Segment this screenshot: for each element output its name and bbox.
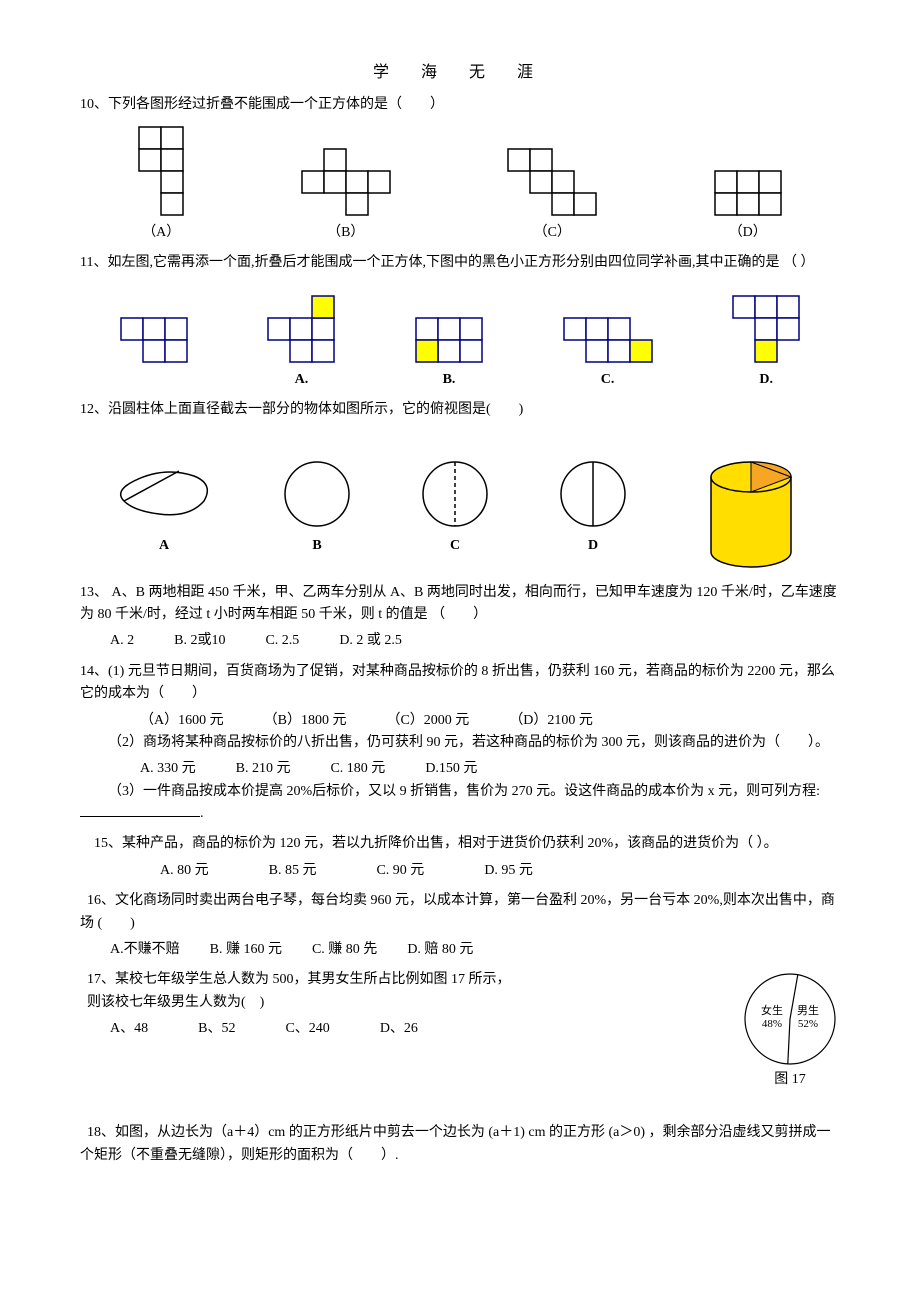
q14-p3-pre: （3）一件商品按成本价提高 20%后标价，又以 9 折销售，售价为 270 元。… [108,784,820,799]
q17-opt-a: A、48 [110,1018,148,1040]
q15-opt-d: D. 95 元 [484,860,533,882]
q15-opt-b: B. 85 元 [269,860,317,882]
q14-p2-options: A. 330 元 B. 210 元 C. 180 元 D.150 元 [140,758,840,780]
q13-opt-a: A. 2 [110,630,134,652]
q10-label-c: （C） [505,222,599,244]
q17-opt-b: B、52 [198,1018,235,1040]
q10-text: 10、下列各图形经过折叠不能围成一个正方体的是（ ） [80,94,840,116]
q14-p1-opt-d: （D）2100 元 [509,710,593,732]
q17-chart-wrap: 女生48% 男生52% 图 17 [740,969,840,1091]
q12-figures: A B C D [80,442,840,572]
question-17: 女生48% 男生52% 图 17 17、某校七年级学生总人数为 500，其男女生所… [80,969,840,1091]
q11-label-b: B. [413,369,485,391]
q10-figures: （A） （B） （C） （D） [80,124,840,244]
q17-text1: 17、某校七年级学生总人数为 500，其男女生所占比例如图 17 所示， [80,969,840,991]
q14-p2: （2）商场将某种商品按标价的八折出售，仍可获利 90 元，若这种商品的标价为 3… [80,732,840,754]
q14-p3: （3）一件商品按成本价提高 20%后标价，又以 9 折销售，售价为 270 元。… [80,781,840,826]
q16-opt-b: B. 赚 160 元 [210,939,282,961]
svg-text:女生: 女生 [761,1003,783,1017]
q17-text2: 则该校七年级男生人数为( ) [80,992,840,1014]
question-14: 14、(1) 元旦节日期间，百货商场为了促销，对某种商品按标价的 8 折出售，仍… [80,661,840,826]
q13-options: A. 2 B. 2或10 C. 2.5 D. 2 或 2.5 [110,630,840,652]
q17-caption: 图 17 [740,1069,840,1091]
q12-text: 12、沿圆柱体上面直径截去一部分的物体如图所示，它的俯视图是( ) [80,399,840,421]
question-12: 12、沿圆柱体上面直径截去一部分的物体如图所示，它的俯视图是( ) A B C … [80,399,840,571]
svg-text:男生: 男生 [797,1003,819,1017]
q10-label-a: （A） [136,222,186,244]
svg-text:52%: 52% [798,1018,818,1030]
q14-p3-post: . [200,806,204,821]
q14-p1-opt-b: （B）1800 元 [264,710,347,732]
q11-text: 11、如左图,它需再添一个面,折叠后才能围成一个正方体,下图中的黑色小正方形分别… [80,252,840,274]
q13-opt-c: C. 2.5 [265,630,299,652]
q11-label-d: D. [730,369,802,391]
q14-p1: 14、(1) 元旦节日期间，百货商场为了促销，对某种商品按标价的 8 折出售，仍… [80,661,840,706]
q15-opt-a: A. 80 元 [160,860,209,882]
q13-opt-d: D. 2 或 2.5 [339,630,402,652]
q12-label-a: A [109,535,219,557]
q12-label-c: C [415,535,495,557]
q14-p1-options: （A）1600 元 （B）1800 元 （C）2000 元 （D）2100 元 [140,710,840,732]
q12-label-d: D [553,535,633,557]
q14-p2-opt-c: C. 180 元 [330,758,385,780]
q16-opt-a: A.不赚不赔 [110,939,180,961]
q15-options: A. 80 元 B. 85 元 C. 90 元 D. 95 元 [160,860,840,882]
q15-text: 15、某种产品，商品的标价为 120 元，若以九折降价出售，相对于进货价仍获利 … [80,833,840,855]
q17-opt-c: C、240 [285,1018,329,1040]
q18-text: 18、如图，从边长为（a＋4）cm 的正方形纸片中剪去一个边长为 (a＋1) c… [80,1122,840,1167]
q10-label-d: （D） [712,222,784,244]
q11-label-c: C. [561,369,655,391]
q16-text: 16、文化商场同时卖出两台电子琴，每台均卖 960 元，以成本计算，第一台盈利 … [80,890,840,935]
page-header: 学 海 无 涯 [80,60,840,86]
q16-options: A.不赚不赔 B. 赚 160 元 C. 赚 80 先 D. 赔 80 元 [110,939,840,961]
q14-p2-opt-a: A. 330 元 [140,758,196,780]
q12-label-b: B [277,535,357,557]
q13-text: 13、 A、B 两地相距 450 千米，甲、乙两车分别从 A、B 两地同时出发，… [80,582,840,627]
q14-p2-opt-d: D.150 元 [425,758,477,780]
q11-label-a: A. [265,369,337,391]
q14-p1-opt-c: （C）2000 元 [386,710,469,732]
question-15: 15、某种产品，商品的标价为 120 元，若以九折降价出售，相对于进货价仍获利 … [80,833,840,882]
q16-opt-c: C. 赚 80 先 [312,939,377,961]
q11-figures: A. B. C. D. [80,293,840,391]
q17-options: A、48 B、52 C、240 D、26 [110,1018,730,1040]
question-10: 10、下列各图形经过折叠不能围成一个正方体的是（ ） （A） （B） （C） （… [80,94,840,245]
question-18: 18、如图，从边长为（a＋4）cm 的正方形纸片中剪去一个边长为 (a＋1) c… [80,1122,840,1167]
question-11: 11、如左图,它需再添一个面,折叠后才能围成一个正方体,下图中的黑色小正方形分别… [80,252,840,391]
q14-p1-opt-a: （A）1600 元 [140,710,224,732]
q14-blank [80,803,200,817]
q10-label-b: （B） [299,222,393,244]
q17-opt-d: D、26 [380,1018,418,1040]
q14-p2-opt-b: B. 210 元 [236,758,291,780]
question-13: 13、 A、B 两地相距 450 千米，甲、乙两车分别从 A、B 两地同时出发，… [80,582,840,653]
question-16: 16、文化商场同时卖出两台电子琴，每台均卖 960 元，以成本计算，第一台盈利 … [80,890,840,961]
svg-text:48%: 48% [762,1018,782,1030]
q16-opt-d: D. 赔 80 元 [407,939,473,961]
q13-opt-b: B. 2或10 [174,630,225,652]
q15-opt-c: C. 90 元 [376,860,424,882]
